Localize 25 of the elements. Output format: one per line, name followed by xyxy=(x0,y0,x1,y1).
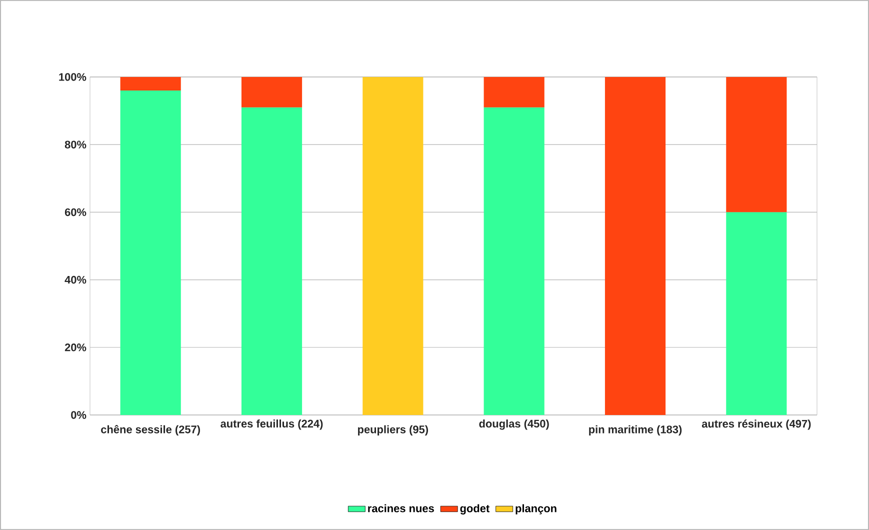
bar xyxy=(484,76,544,108)
x-tick-label: pin maritime (183) xyxy=(589,425,682,436)
bar xyxy=(726,76,787,212)
y-tick-label: 100% xyxy=(59,73,86,81)
y-tick-label: 40% xyxy=(64,276,86,284)
x-tick-label: autres feuillus (224) xyxy=(220,420,323,430)
bar xyxy=(241,107,302,415)
bar xyxy=(241,76,302,108)
bar xyxy=(484,107,544,415)
y-tick-label: 20% xyxy=(64,344,86,352)
legend-label: racines nues xyxy=(368,504,434,512)
bar xyxy=(362,76,424,415)
legend-label: godet xyxy=(460,504,490,514)
bar xyxy=(604,76,666,415)
bar xyxy=(726,212,787,415)
y-tick-label: 0% xyxy=(71,411,86,419)
y-tick-label: 80% xyxy=(64,140,86,148)
x-tick-label: douglas (450) xyxy=(479,420,549,430)
y-tick-label: 60% xyxy=(64,208,86,216)
legend-label: plançon xyxy=(516,504,556,514)
x-tick-label: peupliers (95) xyxy=(358,425,428,436)
x-tick-label: autres résineux (497) xyxy=(702,420,811,430)
bar xyxy=(120,76,181,91)
x-tick-label: chêne sessile (257) xyxy=(101,425,200,436)
bar xyxy=(120,90,181,415)
